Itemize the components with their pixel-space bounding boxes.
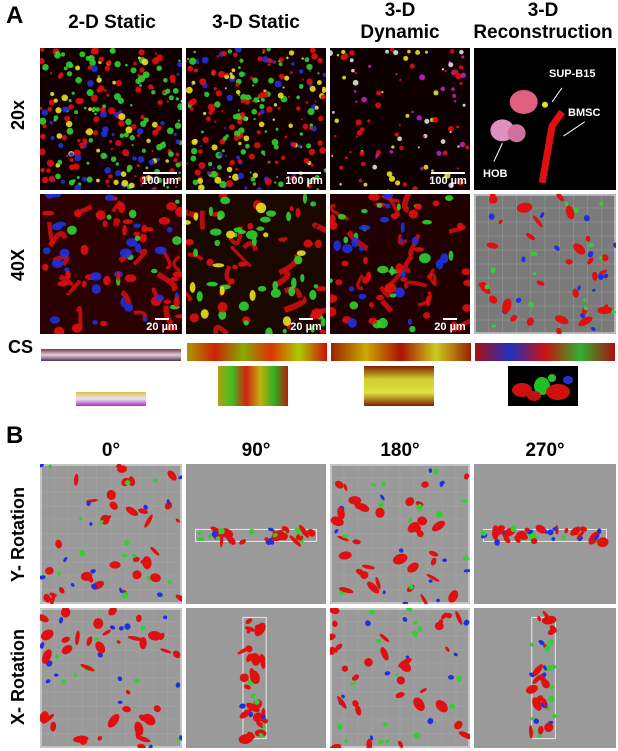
panel-a-label: A bbox=[6, 2, 24, 29]
scale-bar: 100 µm bbox=[284, 172, 324, 187]
col-title-line: 3-D Static bbox=[212, 12, 300, 33]
x-rotation-270 bbox=[474, 608, 616, 748]
micrograph-3d-dynamic-20x bbox=[330, 48, 470, 190]
micrograph-cells bbox=[330, 194, 470, 333]
zoom-blobs bbox=[512, 374, 573, 401]
render-3d bbox=[330, 608, 470, 748]
col-title-3d-reconstruction: 3-D Reconstruction bbox=[470, 0, 616, 44]
x-rotation-180 bbox=[330, 608, 470, 748]
cross-section-zoom-reconstruction bbox=[508, 366, 578, 406]
micrograph-3d-static-20x bbox=[186, 48, 326, 190]
scale-bar-label: 100 µm bbox=[285, 175, 323, 187]
col-title-line: Dynamic bbox=[360, 22, 440, 43]
annotation-sup-b15: SUP-B15 bbox=[549, 68, 596, 80]
col-title-2d-static: 2-D Static bbox=[42, 12, 182, 34]
scale-bar: 20 µm bbox=[288, 318, 324, 333]
y-rotation-180 bbox=[330, 464, 470, 604]
render-3d bbox=[40, 608, 182, 748]
micrograph-3d-static-40x bbox=[186, 194, 326, 334]
cross-section-strip-reconstruction bbox=[474, 342, 616, 362]
y-rotation-0 bbox=[40, 464, 182, 604]
row-title-y-rotation: Y- Rotation bbox=[8, 487, 28, 583]
cross-section-strip-3d-dynamic bbox=[330, 342, 472, 362]
col-title-line: Reconstruction bbox=[473, 22, 613, 43]
col-title-3d-static: 3-D Static bbox=[186, 12, 326, 34]
cross-section-zoom-3d-dynamic bbox=[364, 366, 434, 406]
col-title-line: 2-D Static bbox=[68, 12, 156, 33]
micrograph-3d-dynamic-40x bbox=[330, 194, 470, 334]
scale-bar-label: 100 µm bbox=[141, 175, 179, 187]
scale-bar-label: 20 µm bbox=[146, 321, 178, 333]
cross-section-zoom-3d-static bbox=[218, 366, 288, 406]
col-title-3d-dynamic: 3-D Dynamic bbox=[330, 0, 470, 44]
cross-section-strip-3d-static bbox=[186, 342, 328, 362]
micrograph-dots bbox=[186, 48, 326, 190]
annotation-hob: HOB bbox=[483, 168, 508, 180]
y-rotation-90 bbox=[186, 464, 326, 604]
row-title-x-rotation: X- Rotation bbox=[8, 629, 28, 726]
reconstruction-grid bbox=[474, 194, 616, 334]
annotation-bmsc: BMSC bbox=[568, 107, 601, 119]
row-title-40x: 40X bbox=[8, 248, 28, 282]
reconstruction-blobs bbox=[490, 87, 586, 184]
micrograph-cells bbox=[186, 194, 326, 334]
angle-180: 180° bbox=[380, 440, 420, 461]
render-3d bbox=[194, 524, 318, 548]
scale-bar-label: 100 µm bbox=[429, 175, 467, 187]
micrograph-dots bbox=[330, 48, 470, 190]
reconstruction-3d-20x bbox=[474, 48, 616, 190]
row-title-cs: CS bbox=[8, 337, 34, 357]
micrograph-dots bbox=[40, 48, 182, 190]
x-rotation-90 bbox=[186, 608, 326, 748]
render-3d bbox=[480, 524, 609, 548]
angle-270: 270° bbox=[525, 440, 565, 461]
micrograph-2d-static-20x bbox=[40, 48, 182, 190]
scale-bar-label: 20 µm bbox=[290, 321, 322, 333]
row-title-20x: 20x bbox=[8, 99, 28, 131]
scale-bar: 100 µm bbox=[140, 172, 180, 187]
reconstruction-3d-40x bbox=[474, 194, 616, 334]
render-3d bbox=[525, 610, 558, 740]
col-title-line: 3-D bbox=[527, 0, 559, 21]
render-3d bbox=[330, 464, 470, 604]
micrograph-2d-static-40x bbox=[40, 194, 182, 334]
scale-bar-label: 20 µm bbox=[434, 321, 466, 333]
col-title-line: 3-D bbox=[384, 0, 416, 21]
x-rotation-0 bbox=[40, 608, 182, 748]
cross-section-zoom-2d bbox=[76, 392, 146, 406]
render-3d bbox=[237, 616, 269, 745]
y-rotation-270 bbox=[474, 464, 616, 604]
cross-section-strip-2d bbox=[40, 348, 182, 362]
angle-0: 0° bbox=[101, 440, 121, 461]
scale-bar: 100 µm bbox=[428, 172, 468, 187]
render-3d bbox=[40, 464, 182, 604]
scale-bar: 20 µm bbox=[432, 318, 468, 333]
scale-bar: 20 µm bbox=[144, 318, 180, 333]
panel-b-label: B bbox=[6, 422, 24, 449]
micrograph-cells bbox=[42, 194, 182, 334]
angle-90: 90° bbox=[241, 440, 271, 461]
